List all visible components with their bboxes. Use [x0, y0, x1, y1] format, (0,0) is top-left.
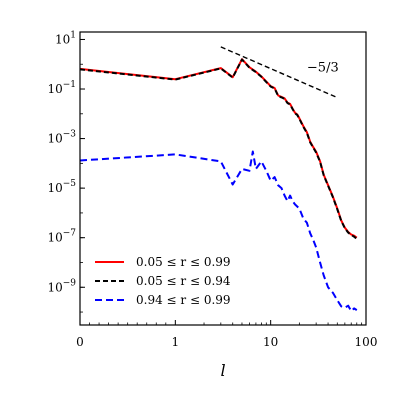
- x-tick-label: 10: [263, 335, 278, 349]
- plot-frame: [79, 31, 367, 326]
- plot-area: 0 1 10 100 101 10−1 10−3 10−5 10−7 10−9 −5/3 l: [47, 30, 377, 380]
- y-tick-label: 10−9: [47, 278, 76, 294]
- series-line-0: [80, 58, 358, 239]
- legend-label: 0.94 ≤ r ≤ 0.99: [136, 293, 231, 307]
- slope-annotation: −5/3: [307, 61, 339, 76]
- x-tick-label: 1: [172, 335, 180, 349]
- series-line-2: [80, 150, 358, 312]
- y-tick-label: 10−3: [47, 130, 76, 146]
- y-tick-label: 10−5: [47, 179, 76, 195]
- series-line-1: [80, 58, 358, 240]
- x-tick-label: 100: [355, 335, 378, 349]
- y-tick-label: 101: [55, 30, 76, 46]
- x-tick-label: 0: [76, 335, 84, 349]
- x-axis-label: l: [220, 361, 225, 380]
- y-tick-label: 10−1: [47, 80, 76, 96]
- legend: 0.05 ≤ r ≤ 0.99 0.05 ≤ r ≤ 0.94 0.94 ≤ r ≤…: [95, 255, 231, 307]
- legend-label: 0.05 ≤ r ≤ 0.94: [136, 274, 231, 288]
- y-tick-label: 10−7: [47, 229, 76, 245]
- slope-guide-line: [220, 46, 338, 99]
- legend-label: 0.05 ≤ r ≤ 0.99: [136, 255, 231, 269]
